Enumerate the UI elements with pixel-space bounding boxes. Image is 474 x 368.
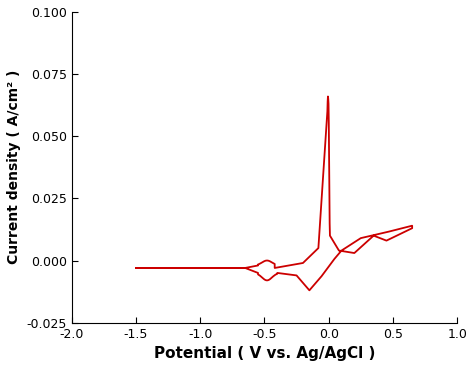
Y-axis label: Current density ( A/cm² ): Current density ( A/cm² ) <box>7 70 21 265</box>
X-axis label: Potential ( V vs. Ag/AgCl ): Potential ( V vs. Ag/AgCl ) <box>154 346 375 361</box>
